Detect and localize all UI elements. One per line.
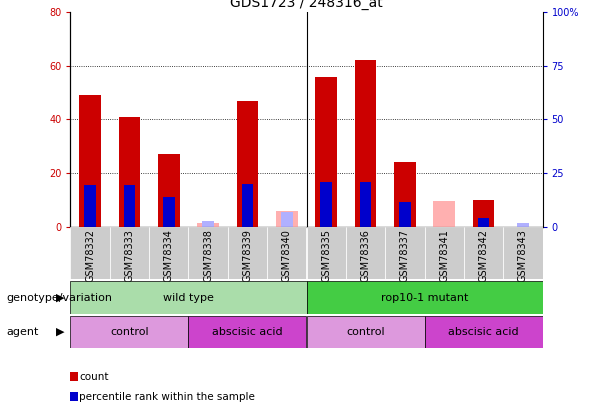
Text: GSM78335: GSM78335: [321, 229, 331, 282]
Text: ▶: ▶: [56, 293, 64, 303]
Bar: [478, 218, 489, 227]
Bar: [237, 101, 258, 227]
Text: agent: agent: [6, 327, 39, 337]
Bar: [385, 227, 424, 279]
Bar: [70, 227, 110, 279]
Text: wild type: wild type: [163, 293, 214, 303]
Text: GSM78336: GSM78336: [360, 229, 370, 282]
Bar: [276, 211, 298, 227]
Bar: [197, 223, 219, 227]
Bar: [242, 184, 253, 227]
Text: GSM78338: GSM78338: [203, 229, 213, 282]
Bar: [228, 227, 267, 279]
Text: GSM78343: GSM78343: [518, 229, 528, 282]
Bar: [110, 227, 149, 279]
Title: GDS1723 / 248316_at: GDS1723 / 248316_at: [230, 0, 383, 10]
Text: control: control: [110, 327, 149, 337]
Bar: [503, 227, 543, 279]
Bar: [163, 197, 175, 227]
Bar: [189, 316, 306, 348]
Text: control: control: [346, 327, 385, 337]
Text: rop10-1 mutant: rop10-1 mutant: [381, 293, 468, 303]
Text: abscisic acid: abscisic acid: [212, 327, 283, 337]
Bar: [202, 222, 214, 227]
Text: GSM78334: GSM78334: [164, 229, 174, 282]
Text: percentile rank within the sample: percentile rank within the sample: [79, 392, 255, 402]
Bar: [424, 227, 464, 279]
Bar: [355, 60, 376, 227]
Bar: [79, 95, 101, 227]
Text: count: count: [79, 372, 109, 382]
Bar: [433, 201, 455, 227]
Bar: [320, 182, 332, 227]
Bar: [70, 281, 306, 314]
Bar: [306, 227, 346, 279]
Text: abscisic acid: abscisic acid: [448, 327, 519, 337]
Text: GSM78339: GSM78339: [243, 229, 253, 282]
Bar: [346, 227, 385, 279]
Bar: [424, 316, 543, 348]
Text: GSM78342: GSM78342: [479, 229, 489, 282]
Text: GSM78332: GSM78332: [85, 229, 95, 282]
Bar: [84, 185, 96, 227]
Bar: [464, 227, 503, 279]
Bar: [267, 227, 306, 279]
Bar: [394, 162, 416, 227]
Text: GSM78337: GSM78337: [400, 229, 410, 282]
Bar: [306, 281, 543, 314]
Text: GSM78340: GSM78340: [282, 229, 292, 282]
Bar: [189, 227, 228, 279]
Bar: [158, 154, 180, 227]
Bar: [281, 212, 293, 227]
Bar: [124, 185, 135, 227]
Text: ▶: ▶: [56, 327, 64, 337]
Bar: [119, 117, 140, 227]
Text: GSM78341: GSM78341: [439, 229, 449, 282]
Bar: [399, 202, 411, 227]
Bar: [149, 227, 189, 279]
Text: genotype/variation: genotype/variation: [6, 293, 112, 303]
Bar: [315, 77, 337, 227]
Bar: [306, 316, 424, 348]
Text: GSM78333: GSM78333: [124, 229, 134, 282]
Bar: [360, 182, 371, 227]
Bar: [517, 222, 529, 227]
Bar: [70, 316, 189, 348]
Bar: [473, 200, 494, 227]
